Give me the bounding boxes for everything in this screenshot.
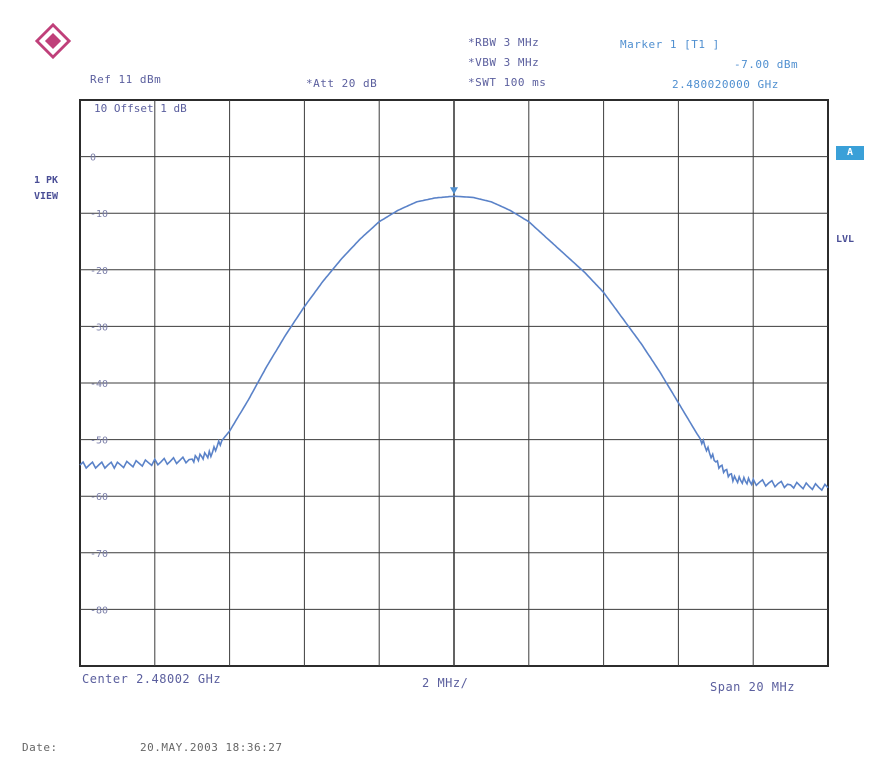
rbw-label: *RBW 3 MHz — [468, 36, 540, 49]
span-label: Span 20 MHz — [710, 680, 795, 694]
date-label: Date: — [22, 741, 58, 754]
center-frequency-label: Center 2.48002 GHz — [82, 672, 222, 686]
y-tick-label: -50 — [90, 436, 108, 447]
marker-1 — [450, 187, 458, 195]
y-tick-label: -30 — [90, 322, 108, 333]
ref-level-label: Ref 11 dBm — [90, 73, 162, 86]
y-tick-label: 0 — [90, 153, 96, 164]
vbw-label: *VBW 3 MHz — [468, 56, 540, 69]
grid — [79, 99, 829, 667]
trace-view-label: VIEW — [34, 191, 59, 202]
lvl-label: LVL — [836, 234, 855, 245]
marker-1-icon — [450, 187, 458, 195]
marker-frequency: 2.480020000 GHz — [672, 78, 779, 91]
rohde-schwarz-logo-icon — [34, 22, 72, 60]
spectrum-trace — [79, 195, 829, 492]
y-tick-label: -10 — [90, 209, 108, 220]
y-tick-label: -60 — [90, 492, 108, 503]
y-tick-label: -20 — [90, 266, 108, 277]
offset-label: 10 Offset 1 dB — [94, 102, 187, 115]
marker-title: Marker 1 [T1 ] — [620, 38, 720, 51]
y-tick-label: -70 — [90, 549, 108, 560]
attenuation-label: *Att 20 dB — [306, 77, 378, 90]
y-tick-labels: 0 -10 -20 -30 -40 -50 -60 -70 -80 — [90, 153, 108, 617]
y-tick-label: -40 — [90, 379, 108, 390]
date-value: 20.MAY.2003 18:36:27 — [140, 741, 283, 754]
marker-level: -7.00 dBm — [734, 58, 799, 71]
trace-a-badge: A — [836, 146, 864, 160]
per-division-label: 2 MHz/ — [422, 676, 469, 690]
sweep-time-label: *SWT 100 ms — [468, 76, 547, 89]
trace-mode-label: 1 PK — [34, 175, 59, 186]
y-tick-label: -80 — [90, 605, 108, 616]
